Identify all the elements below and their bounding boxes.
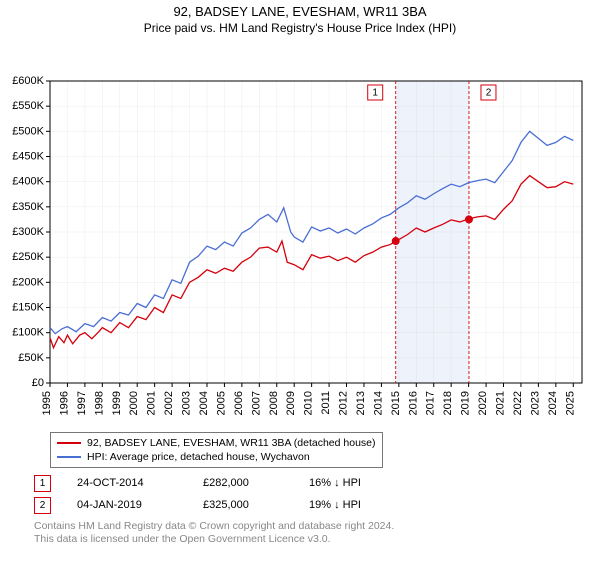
svg-text:2008: 2008 [268,391,280,415]
svg-text:2025: 2025 [564,391,576,415]
marker-icon: 2 [34,497,51,514]
svg-text:£100K: £100K [12,327,44,339]
svg-text:2018: 2018 [442,391,454,415]
svg-text:1: 1 [372,88,378,99]
svg-text:£400K: £400K [12,176,44,188]
svg-text:£550K: £550K [12,100,44,112]
svg-text:2015: 2015 [390,391,402,415]
sale-price: £282,000 [203,477,283,489]
sales-table: 1 24-OCT-2014 £282,000 16% ↓ HPI 2 04-JA… [34,472,399,516]
svg-text:£50K: £50K [18,352,44,364]
svg-text:£0: £0 [32,377,44,389]
svg-text:2004: 2004 [198,391,210,415]
svg-text:2016: 2016 [407,391,419,415]
svg-text:1997: 1997 [76,391,88,415]
svg-text:£450K: £450K [12,151,44,163]
svg-text:2002: 2002 [163,391,175,415]
svg-text:1995: 1995 [41,391,53,415]
table-row: 2 04-JAN-2019 £325,000 19% ↓ HPI [34,494,399,516]
svg-text:2005: 2005 [215,391,227,415]
svg-text:£150K: £150K [12,302,44,314]
svg-text:£250K: £250K [12,251,44,263]
footnote: Contains HM Land Registry data © Crown c… [34,520,394,546]
svg-text:2014: 2014 [372,391,384,415]
chart-area: £0 £50K £100K £150K £200K £250K £300K £350K £400… [0,35,600,415]
svg-text:£350K: £350K [12,201,44,213]
svg-text:2013: 2013 [355,391,367,415]
svg-text:2001: 2001 [146,391,158,415]
svg-text:2021: 2021 [495,391,507,415]
sale-date: 24-OCT-2014 [77,477,177,489]
svg-text:2003: 2003 [181,391,193,415]
chart-subtitle: Price paid vs. HM Land Registry's House … [0,21,600,35]
chart-title: 92, BADSEY LANE, EVESHAM, WR11 3BA [0,4,600,19]
svg-text:1996: 1996 [58,391,70,415]
svg-text:2006: 2006 [233,391,245,415]
svg-text:2009: 2009 [285,391,297,415]
svg-text:£200K: £200K [12,276,44,288]
svg-text:2011: 2011 [320,391,332,415]
svg-text:1999: 1999 [111,391,123,415]
chart-svg: £0 £50K £100K £150K £200K £250K £300K £350K £400… [0,35,600,415]
svg-text:£600K: £600K [12,75,44,87]
svg-text:2022: 2022 [512,391,524,415]
svg-text:2023: 2023 [529,391,541,415]
svg-text:2: 2 [486,88,492,99]
legend: 92, BADSEY LANE, EVESHAM, WR11 3BA (deta… [50,432,383,468]
svg-text:2010: 2010 [303,391,315,415]
svg-text:2017: 2017 [425,391,437,415]
sale-delta: 16% ↓ HPI [309,477,399,489]
svg-text:2000: 2000 [128,391,140,415]
svg-text:2020: 2020 [477,391,489,415]
svg-text:1998: 1998 [93,391,105,415]
sale-delta: 19% ↓ HPI [309,499,399,511]
svg-text:2012: 2012 [338,391,350,415]
svg-text:2024: 2024 [547,391,559,415]
table-row: 1 24-OCT-2014 £282,000 16% ↓ HPI [34,472,399,494]
sale-date: 04-JAN-2019 [77,499,177,511]
svg-text:2019: 2019 [460,391,472,415]
svg-text:2007: 2007 [250,391,262,415]
svg-text:£300K: £300K [12,226,44,238]
svg-text:£500K: £500K [12,125,44,137]
sale-price: £325,000 [203,499,283,511]
marker-icon: 1 [34,475,51,492]
